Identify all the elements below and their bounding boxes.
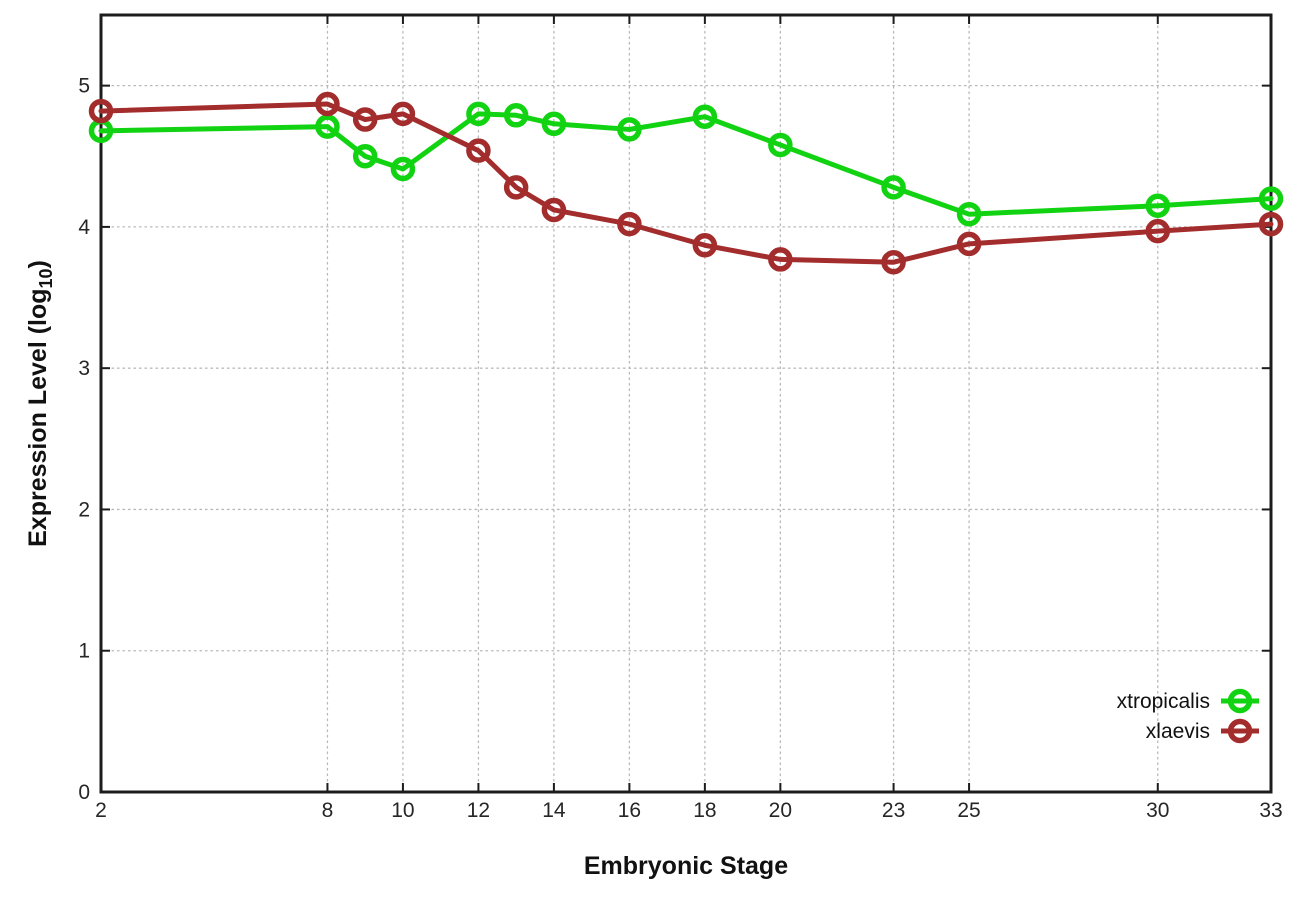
data-point-xlaevis bbox=[692, 233, 718, 258]
data-point-xtropicalis bbox=[768, 132, 793, 158]
series-line-xlaevis bbox=[98, 101, 1274, 265]
x-tick-label: 25 bbox=[957, 799, 980, 822]
data-point-xlaevis bbox=[768, 247, 793, 272]
plot-border bbox=[99, 13, 1273, 794]
x-tick-label: 33 bbox=[1259, 799, 1282, 822]
y-axis-title: Expression Level (log10) bbox=[24, 260, 56, 547]
legend-marker-xlaevis bbox=[1227, 718, 1253, 744]
legend-label-xtropicalis: xtropicalis bbox=[1117, 690, 1210, 713]
x-tick-label: 12 bbox=[467, 799, 490, 822]
data-point-xtropicalis bbox=[503, 103, 529, 128]
data-point-xlaevis bbox=[88, 98, 114, 124]
data-point-xtropicalis bbox=[617, 117, 642, 142]
x-axis-title: Embryonic Stage bbox=[584, 852, 788, 880]
y-tick-label: 2 bbox=[78, 498, 90, 521]
y-tick-label: 4 bbox=[78, 216, 90, 239]
y-tick-label: 0 bbox=[78, 781, 90, 804]
y-tick-label: 1 bbox=[78, 640, 90, 663]
data-point-xlaevis bbox=[541, 197, 567, 223]
x-tick-label: 20 bbox=[769, 799, 792, 822]
data-point-xtropicalis bbox=[466, 101, 491, 127]
data-point-xlaevis bbox=[466, 138, 491, 163]
data-point-xtropicalis bbox=[390, 156, 416, 182]
data-point-xlaevis bbox=[352, 107, 378, 132]
x-tick-label: 10 bbox=[391, 799, 414, 822]
series-line-xtropicalis bbox=[98, 111, 1274, 217]
data-point-xlaevis bbox=[503, 175, 529, 200]
x-tick-label: 30 bbox=[1146, 799, 1169, 822]
legend-marker-xtropicalis bbox=[1227, 688, 1253, 714]
data-point-xlaevis bbox=[956, 231, 982, 257]
x-tick-label: 8 bbox=[322, 799, 334, 822]
data-point-xlaevis bbox=[1145, 218, 1171, 244]
x-tick-label: 16 bbox=[618, 799, 641, 822]
data-point-xlaevis bbox=[315, 91, 340, 117]
data-point-xtropicalis bbox=[541, 111, 567, 137]
y-tick-label: 5 bbox=[78, 75, 90, 98]
data-point-xtropicalis bbox=[1145, 193, 1171, 218]
y-tick-label: 3 bbox=[78, 357, 90, 380]
data-point-xlaevis bbox=[617, 211, 642, 237]
data-point-xlaevis bbox=[390, 101, 416, 127]
x-tick-label: 2 bbox=[95, 799, 107, 822]
data-point-xtropicalis bbox=[956, 201, 982, 227]
data-point-xlaevis bbox=[1258, 211, 1284, 237]
data-point-xtropicalis bbox=[315, 114, 340, 139]
data-point-xtropicalis bbox=[352, 144, 378, 169]
x-tick-label: 14 bbox=[542, 799, 566, 822]
data-point-xtropicalis bbox=[1258, 186, 1284, 211]
legend-label-xlaevis: xlaevis bbox=[1146, 720, 1210, 743]
x-tick-label: 18 bbox=[693, 799, 716, 822]
data-point-xtropicalis bbox=[881, 175, 906, 200]
data-point-xlaevis bbox=[881, 249, 906, 275]
x-tick-label: 23 bbox=[882, 799, 905, 822]
data-point-xtropicalis bbox=[692, 104, 718, 129]
